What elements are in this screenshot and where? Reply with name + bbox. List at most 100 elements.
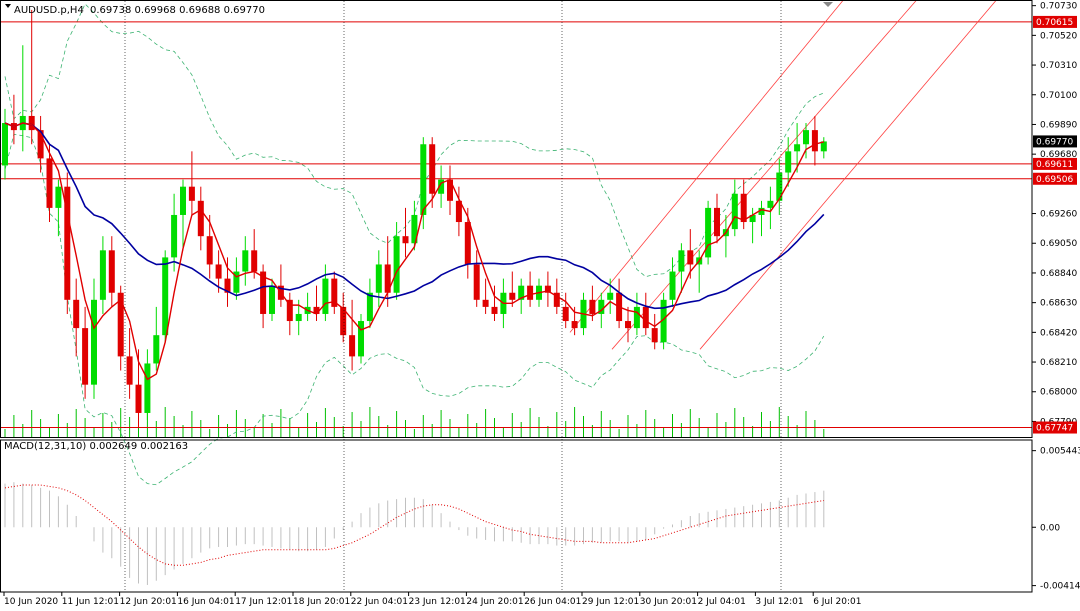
candle-body — [47, 158, 53, 207]
price-tick-label: 0.68840 — [1040, 269, 1077, 279]
candle-body — [403, 236, 409, 243]
time-tick-label: 16 Jun 04:01 — [177, 597, 234, 607]
candle-body — [198, 201, 204, 236]
candle-body — [643, 307, 649, 328]
candle-body — [474, 264, 480, 299]
candle-body — [714, 208, 720, 236]
candle-body — [376, 264, 382, 292]
time-tick-label: 29 Jun 12:01 — [582, 597, 639, 607]
candle-body — [29, 116, 35, 130]
candle-body — [767, 201, 773, 208]
candle-body — [483, 300, 489, 307]
price-tick-label: 0.68630 — [1040, 299, 1077, 309]
time-tick-label: 30 Jun 20:01 — [640, 597, 697, 607]
candle-body — [607, 293, 613, 300]
time-tick-label: 11 Jun 12:01 — [62, 597, 119, 607]
candle-body — [394, 236, 400, 293]
candle-body — [162, 257, 168, 335]
level-price-tag-label: 0.70615 — [1036, 18, 1073, 28]
price-tick-label: 0.68210 — [1040, 358, 1077, 368]
candle-body — [144, 363, 150, 412]
candle-body — [785, 151, 791, 172]
candle-body — [732, 194, 738, 229]
time-tick-label: 12 Jun 20:01 — [120, 597, 177, 607]
fast-ma-line — [5, 123, 824, 379]
current-price-tag-label: 0.69770 — [1036, 137, 1073, 147]
level-price-tag-label: 0.69611 — [1036, 160, 1073, 170]
candle-body — [670, 272, 676, 300]
candle-body — [189, 187, 195, 201]
candle-body — [465, 222, 471, 264]
level-price-tag-label: 0.67747 — [1036, 424, 1073, 434]
candle-body — [803, 130, 809, 144]
price-tick-label: 0.70730 — [1040, 2, 1077, 12]
candle-body — [251, 250, 257, 271]
macd-pane[interactable] — [5, 482, 824, 585]
time-tick-label: 6 Jul 20:01 — [813, 597, 861, 607]
symbol-header: AUDUSD.p,H4 — [14, 5, 84, 16]
candle-body — [429, 144, 435, 193]
price-tick-label: 0.70520 — [1040, 31, 1077, 41]
candle-body — [509, 293, 515, 300]
candle-body — [153, 335, 159, 363]
candle-body — [73, 300, 79, 328]
candle-body — [2, 123, 8, 165]
candle-body — [296, 314, 302, 321]
candle-body — [527, 286, 533, 300]
candle-body — [127, 356, 133, 384]
shift-arrow-icon[interactable] — [823, 2, 833, 7]
candle-body — [207, 236, 213, 264]
collapse-arrow-icon[interactable] — [5, 4, 11, 8]
candle-body — [492, 307, 498, 314]
candle-body — [420, 144, 426, 215]
time-tick-label: 24 Jun 20:01 — [466, 597, 523, 607]
candle-body — [678, 250, 684, 271]
candle-body — [322, 279, 328, 314]
price-tick-label: 0.70310 — [1040, 61, 1077, 71]
candle-body — [180, 187, 186, 215]
time-tick-label: 2 Jul 04:01 — [698, 597, 746, 607]
time-tick-label: 10 Jun 2020 — [4, 597, 58, 607]
time-tick-label: 3 Jul 12:01 — [755, 597, 803, 607]
candle-body — [625, 321, 631, 328]
macd-tick-label: 0.005443 — [1040, 447, 1080, 457]
price-tick-label: 0.69260 — [1040, 210, 1077, 220]
candle-body — [589, 300, 595, 314]
ohlc-header: 0.69738 0.69968 0.69688 0.69770 — [90, 5, 265, 16]
candle-body — [741, 194, 747, 222]
macd-pane-frame — [1, 440, 1033, 592]
candle-body — [687, 250, 693, 264]
candle-body — [55, 187, 61, 208]
candle-body — [100, 250, 106, 299]
candle-body — [136, 385, 142, 413]
time-tick-label: 17 Jun 12:01 — [235, 597, 292, 607]
price-pane[interactable] — [0, 0, 1032, 485]
price-tick-label: 0.68000 — [1040, 388, 1077, 398]
time-tick-label: 26 Jun 04:01 — [524, 597, 581, 607]
candle-body — [794, 144, 800, 151]
price-tick-label: 0.69050 — [1040, 239, 1077, 249]
price-tick-label: 0.69890 — [1040, 120, 1077, 130]
candle-body — [242, 250, 248, 271]
candle-body — [634, 307, 640, 328]
candle-body — [367, 293, 373, 321]
time-tick-label: 23 Jun 12:01 — [409, 597, 466, 607]
macd-header: MACD(12,31,10) 0.002649 0.002163 — [4, 441, 188, 452]
candle-body — [572, 321, 578, 328]
macd-tick-label: 0.00 — [1040, 523, 1060, 533]
candle-body — [82, 328, 88, 385]
price-tick-label: 0.68420 — [1040, 328, 1077, 338]
candle-body — [109, 250, 115, 292]
candle-body — [91, 300, 97, 385]
candle-body — [269, 286, 275, 314]
candle-body — [812, 130, 818, 151]
channel-line — [700, 0, 1000, 349]
level-price-tag-label: 0.69506 — [1036, 175, 1073, 185]
candle-body — [652, 328, 658, 342]
candle-body — [563, 307, 569, 321]
candle-body — [349, 335, 355, 356]
candle-body — [171, 215, 177, 257]
price-pane-frame — [1, 1, 1033, 438]
